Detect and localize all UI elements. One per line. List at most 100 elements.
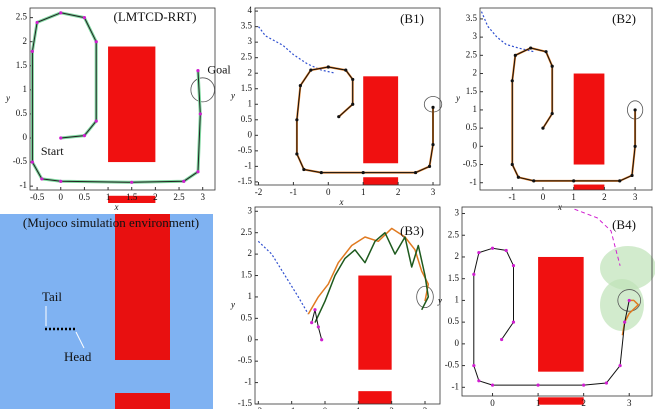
y-tick-label: 0 xyxy=(23,132,28,142)
y-tick-label: 0.5 xyxy=(448,316,460,326)
waypoint xyxy=(40,177,44,181)
y-tick-label: 2.5 xyxy=(448,229,460,239)
chart-title: (B1) xyxy=(400,11,424,26)
waypoint xyxy=(541,126,545,130)
waypoint xyxy=(511,264,516,268)
x-tick-label: -0.5 xyxy=(30,192,45,202)
y-axis-label: y xyxy=(5,93,10,103)
x-tick-label: 2 xyxy=(396,187,401,197)
waypoint xyxy=(500,337,504,342)
x-tick-label: -2 xyxy=(255,406,263,409)
y-tick-label: 3 xyxy=(248,205,253,215)
y-tick-label: -0.5 xyxy=(13,156,28,166)
y-axis-label: y xyxy=(230,300,235,310)
annotation: Goal xyxy=(207,62,231,76)
x-tick-label: -1 xyxy=(288,406,296,409)
plot-frame xyxy=(254,206,441,405)
waypoint xyxy=(337,115,341,119)
waypoint xyxy=(351,77,355,82)
waypoint xyxy=(295,152,299,156)
obstacle xyxy=(573,184,605,190)
waypoint xyxy=(477,379,481,383)
x-tick-label: 3 xyxy=(423,406,428,409)
waypoint xyxy=(59,11,63,15)
trajectory xyxy=(574,208,621,266)
chart-title: (B3) xyxy=(400,223,424,238)
obstacle xyxy=(573,73,605,165)
x-axis-label: x xyxy=(114,202,119,212)
x-tick-label: -1 xyxy=(509,192,517,202)
y-tick-label: 2.5 xyxy=(241,227,253,237)
y-tick-label: 2.5 xyxy=(466,49,478,59)
y-tick-label: 1.5 xyxy=(16,60,28,70)
y-tick-label: -1.5 xyxy=(238,176,253,186)
obstacle xyxy=(358,275,392,370)
y-tick-label: 1.5 xyxy=(241,270,253,280)
waypoint xyxy=(472,272,476,276)
waypoint xyxy=(490,246,495,250)
waypoint xyxy=(182,179,186,183)
waypoint xyxy=(196,170,200,174)
y-tick-label: 4 xyxy=(248,5,253,15)
trajectory xyxy=(311,309,323,340)
y-tick-label: -0.5 xyxy=(463,159,478,169)
waypoint xyxy=(582,383,586,387)
y-tick-label: 3 xyxy=(455,208,460,218)
x-tick-label: 0 xyxy=(490,398,495,408)
y-tick-label: 2 xyxy=(473,68,478,78)
waypoint xyxy=(618,179,622,183)
waypoint xyxy=(513,53,517,57)
waypoint xyxy=(30,49,34,53)
waypoint xyxy=(319,170,323,175)
waypoint xyxy=(630,173,634,178)
waypoint xyxy=(627,298,631,303)
y-tick-label: -1 xyxy=(245,160,253,170)
x-tick-label: 0 xyxy=(326,187,331,197)
chart-title: (B2) xyxy=(612,11,636,26)
waypoint xyxy=(30,160,34,164)
sim-obstacle xyxy=(115,393,170,409)
x-tick-label: 0.5 xyxy=(79,192,91,202)
waypoint xyxy=(572,179,576,183)
trajectory xyxy=(258,26,336,74)
waypoint xyxy=(510,79,514,83)
panel: -1 0 1 2 3-1-0.500.511.522.533.5xy(B2) xyxy=(455,7,653,212)
waypoint xyxy=(633,144,637,148)
y-tick-label: -1 xyxy=(452,381,460,391)
x-tick-label: 0 xyxy=(59,192,64,202)
plot-frame xyxy=(461,206,653,397)
x-tick-label: -2 xyxy=(255,187,263,197)
y-axis-label: y xyxy=(455,93,460,103)
waypoint xyxy=(361,170,365,175)
obstacle xyxy=(108,46,156,163)
waypoint xyxy=(604,381,609,385)
waypoint xyxy=(431,105,435,109)
waypoint xyxy=(536,383,540,387)
y-tick-label: 3.5 xyxy=(466,13,478,23)
y-tick-label: -1.5 xyxy=(238,398,253,408)
x-tick-label: 0 xyxy=(323,406,328,409)
waypoint xyxy=(550,64,554,68)
x-tick-label: 3 xyxy=(633,192,638,202)
x-axis-label: x xyxy=(339,197,344,207)
chart-title: (B4) xyxy=(612,217,636,232)
y-tick-label: 2 xyxy=(248,248,253,258)
obstacle xyxy=(363,76,399,164)
waypoint xyxy=(427,164,432,168)
y-tick-label: -1 xyxy=(245,377,253,387)
trajectory xyxy=(314,231,430,323)
y-tick-label: 0 xyxy=(248,334,253,344)
x-tick-label: 2 xyxy=(581,398,586,408)
waypoint xyxy=(35,20,39,25)
waypoint xyxy=(504,248,508,253)
waypoint xyxy=(344,68,348,72)
waypoint xyxy=(633,108,637,112)
y-axis-label: y xyxy=(437,296,442,306)
y-tick-label: -1 xyxy=(20,180,28,190)
waypoint xyxy=(550,111,554,116)
x-tick-label: 1.5 xyxy=(126,192,138,202)
goal-region xyxy=(617,289,642,312)
goal-region xyxy=(190,77,215,103)
sim-obstacle xyxy=(115,214,170,360)
